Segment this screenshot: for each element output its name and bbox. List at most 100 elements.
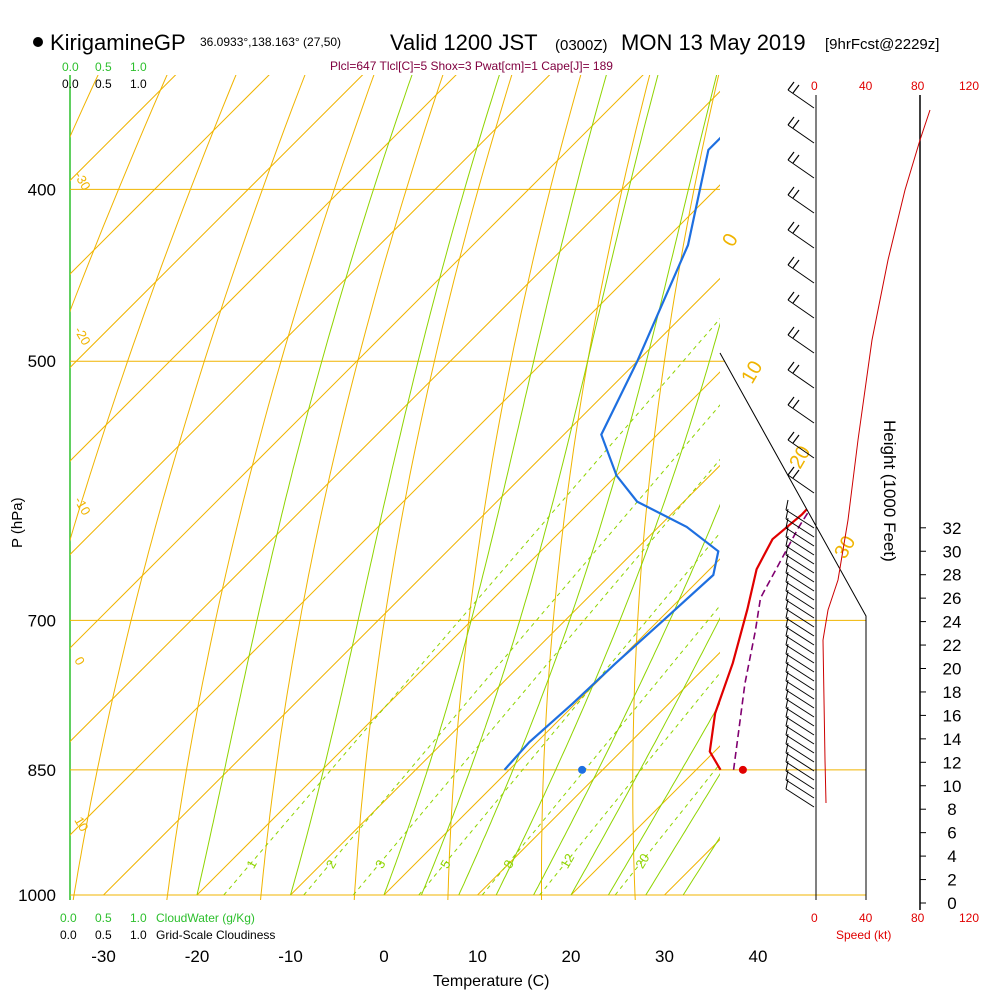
height-tick-14: 14	[943, 730, 962, 749]
moist-adiabat-8	[458, 75, 718, 896]
cloud-scale-top-2: 1.0	[130, 60, 147, 74]
speed-bottom-80: 80	[911, 911, 925, 925]
pressure-tick-850: 850	[28, 761, 56, 780]
height-tick-8: 8	[947, 800, 956, 819]
isotherm-50	[852, 0, 1000, 895]
mixing-ratio-labels: 1 2 3 5 8 12 20	[243, 851, 652, 871]
x-tick-10: 10	[468, 947, 487, 966]
wind-barb	[787, 326, 815, 354]
wind-barb	[785, 724, 815, 754]
cloudiness-top-2: 1.0	[130, 77, 147, 91]
isotherm--90	[70, 75, 364, 369]
dry-adiabat-260	[260, 75, 444, 900]
height-tick-28: 28	[943, 566, 962, 585]
isobar-lines	[70, 188, 866, 896]
left-adiabat-label-0: -20	[71, 324, 93, 348]
wind-barb	[785, 733, 815, 763]
wind-barb	[785, 706, 815, 736]
wind-barb	[785, 535, 815, 565]
mixing-ratio-line-8	[481, 604, 720, 896]
plot-area	[70, 75, 720, 900]
speed-top-0: 0	[811, 79, 818, 93]
station-coords: 36.0933°,138.163° (27,50)	[200, 35, 341, 49]
isotherm--70	[70, 75, 551, 556]
height-tick-16: 16	[943, 706, 962, 725]
wind-barb	[785, 661, 815, 691]
wind-barb	[785, 697, 815, 727]
valid-date: MON 13 May 2019	[621, 30, 806, 55]
wind-barb	[785, 580, 815, 610]
wind-barb	[785, 760, 815, 790]
isotherm--40	[70, 184, 720, 836]
wind-barb	[785, 769, 815, 799]
height-tick-10: 10	[943, 777, 962, 796]
isotherm-lines	[70, 0, 1000, 896]
speed-top-80: 80	[911, 79, 925, 93]
height-tick-32: 32	[943, 519, 962, 538]
wind-barb	[785, 607, 815, 637]
height-axis-label: Height (1000 Feet)	[880, 420, 899, 562]
wind-barb	[785, 643, 815, 673]
isotherm--100	[70, 75, 270, 275]
wind-barb	[787, 116, 815, 144]
isotherm--10	[290, 464, 720, 896]
left-adiabat-label-30: 10	[71, 814, 91, 834]
dry-adiabat-310	[721, 0, 856, 933]
dry-adiabat-230	[70, 75, 237, 542]
pressure-tick-1000: 1000	[18, 886, 56, 905]
moist-adiabat--20	[196, 75, 413, 896]
isotherm--60	[70, 75, 644, 649]
surface-temperature-marker	[738, 765, 747, 774]
moist-adiabat-16	[533, 503, 720, 896]
forecast-label: [9hrFcst@2229z]	[825, 36, 939, 53]
dry-adiabat-220	[70, 75, 168, 313]
dry-adiabat-270	[353, 75, 513, 900]
speed-axis-label: Speed (kt)	[836, 928, 891, 942]
utc-time: (0300Z)	[555, 37, 608, 54]
height-tick-26: 26	[943, 589, 962, 608]
moist-adiabat--10	[290, 75, 500, 896]
height-tick-2: 2	[947, 871, 956, 890]
moist-adiabat-24	[607, 701, 720, 896]
wind-barb	[785, 508, 815, 538]
cloud-scale-bottom-2: 1.0	[130, 911, 147, 925]
mixing-ratio-label-12: 12	[557, 851, 577, 871]
height-tick-0: 0	[947, 894, 956, 913]
wind-barb	[785, 742, 815, 772]
wind-barb	[785, 778, 815, 808]
right-adiabat-label-10: 10	[737, 357, 767, 387]
height-tick-24: 24	[943, 613, 962, 632]
cloud-scale-top-1: 0.5	[95, 60, 112, 74]
wind-barb	[785, 715, 815, 745]
wind-barb	[785, 688, 815, 718]
stability-indices: Plcl=647 Tlcl[C]=5 Shox=3 Pwat[cm]=1 Cap…	[330, 59, 613, 73]
mixing-ratio-lines	[223, 317, 720, 896]
wind-barb	[785, 751, 815, 781]
moist-adiabat-4	[420, 75, 659, 896]
x-tick-labels: -30 -20 -10 0 10 20 30 40	[91, 947, 767, 966]
speed-top-40: 40	[859, 79, 873, 93]
wind-barb	[785, 589, 815, 619]
x-tick--10: -10	[278, 947, 303, 966]
speed-bottom-120: 120	[959, 911, 979, 925]
right-adiabat-label-20: 20	[785, 442, 815, 472]
moist-adiabat-12	[495, 322, 720, 896]
speed-top-120: 120	[959, 79, 979, 93]
cloud-scale-bottom-0: 0.0	[60, 911, 77, 925]
wind-barb	[787, 186, 815, 214]
height-tick-12: 12	[943, 753, 962, 772]
cloudiness-bottom-2: 1.0	[130, 928, 147, 942]
wind-barb	[785, 634, 815, 664]
right-adiabat-label-0: 0	[718, 230, 743, 251]
mixing-ratio-line-5	[418, 532, 720, 896]
dry-adiabat-280	[447, 75, 582, 900]
isotherm-0	[383, 558, 720, 896]
wind-barb	[785, 679, 815, 709]
isotherm--20	[196, 371, 720, 896]
isotherm-10	[477, 651, 720, 896]
cloudiness-bottom-1: 0.5	[95, 928, 112, 942]
pressure-tick-labels: 1000850700500400300250	[18, 180, 56, 905]
